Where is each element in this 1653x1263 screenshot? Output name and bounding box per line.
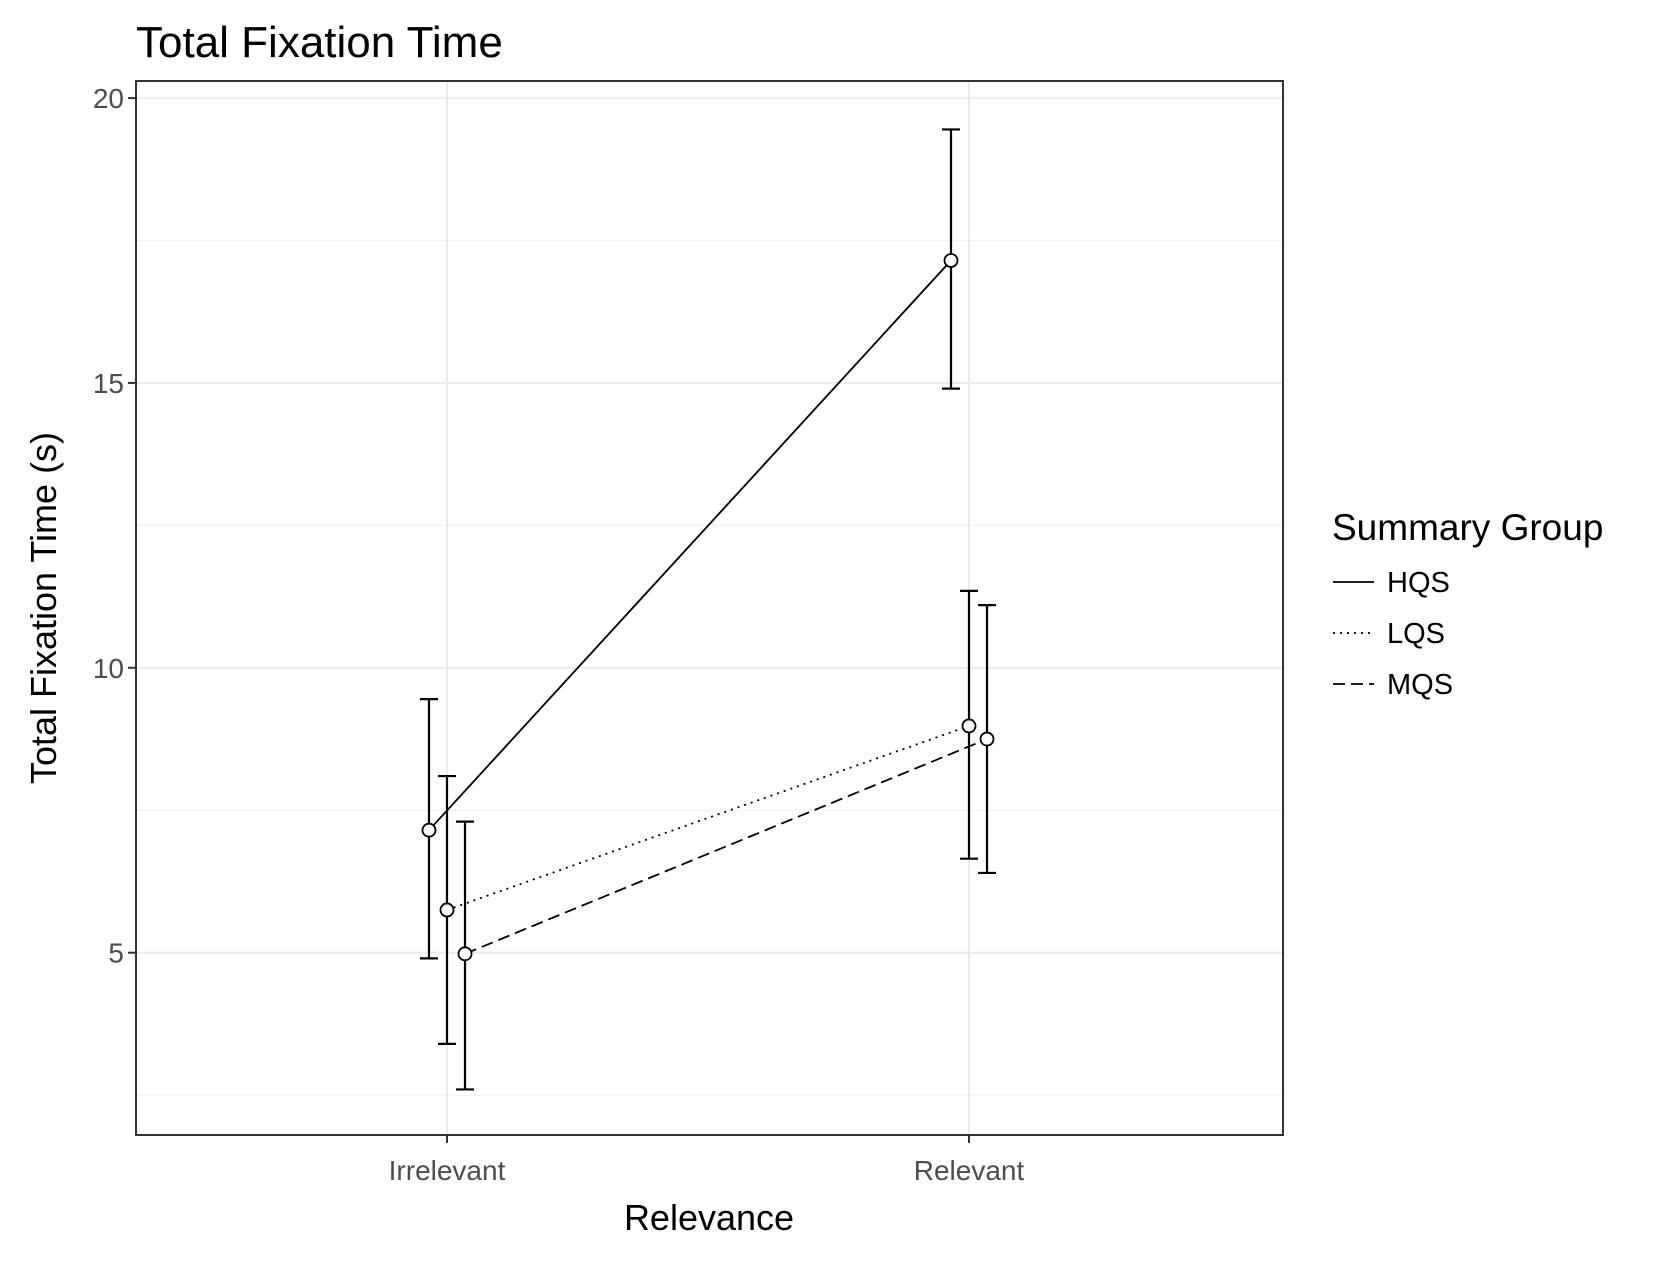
x-tick-label: Relevant	[914, 1155, 1025, 1186]
x-axis-title: Relevance	[624, 1197, 794, 1238]
y-axis-title: Total Fixation Time (s)	[23, 432, 64, 784]
legend-label-lqs: LQS	[1387, 618, 1445, 650]
x-tick-label: Irrelevant	[389, 1155, 506, 1186]
data-point-lqs	[439, 902, 455, 918]
y-tick-label: 10	[93, 653, 124, 684]
chart-title: Total Fixation Time	[136, 18, 503, 67]
series-line-lqs	[446, 725, 970, 911]
data-point-hqs	[943, 253, 959, 268]
axes: 5 10 15 20 Irrelevant Relevant	[93, 83, 1025, 1186]
data-point-mqs	[457, 946, 473, 962]
error-bars	[420, 128, 996, 1091]
plot-panel	[135, 80, 1284, 1136]
data-points	[421, 253, 995, 962]
series-line-hqs	[428, 259, 952, 831]
legend: Summary Group HQS LQS MQS	[1332, 507, 1603, 701]
legend-label-mqs: MQS	[1387, 669, 1453, 701]
grid	[136, 81, 1283, 1135]
data-point-hqs	[421, 822, 437, 838]
series-lines	[428, 259, 988, 955]
series-line-mqs	[464, 738, 988, 955]
y-tick-label: 5	[108, 938, 124, 969]
y-tick-label: 20	[93, 83, 124, 114]
data-point-lqs	[961, 718, 977, 734]
legend-label-hqs: HQS	[1387, 567, 1450, 599]
y-tick-label: 15	[93, 368, 124, 399]
data-point-mqs	[979, 731, 995, 747]
legend-title: Summary Group	[1332, 507, 1603, 548]
